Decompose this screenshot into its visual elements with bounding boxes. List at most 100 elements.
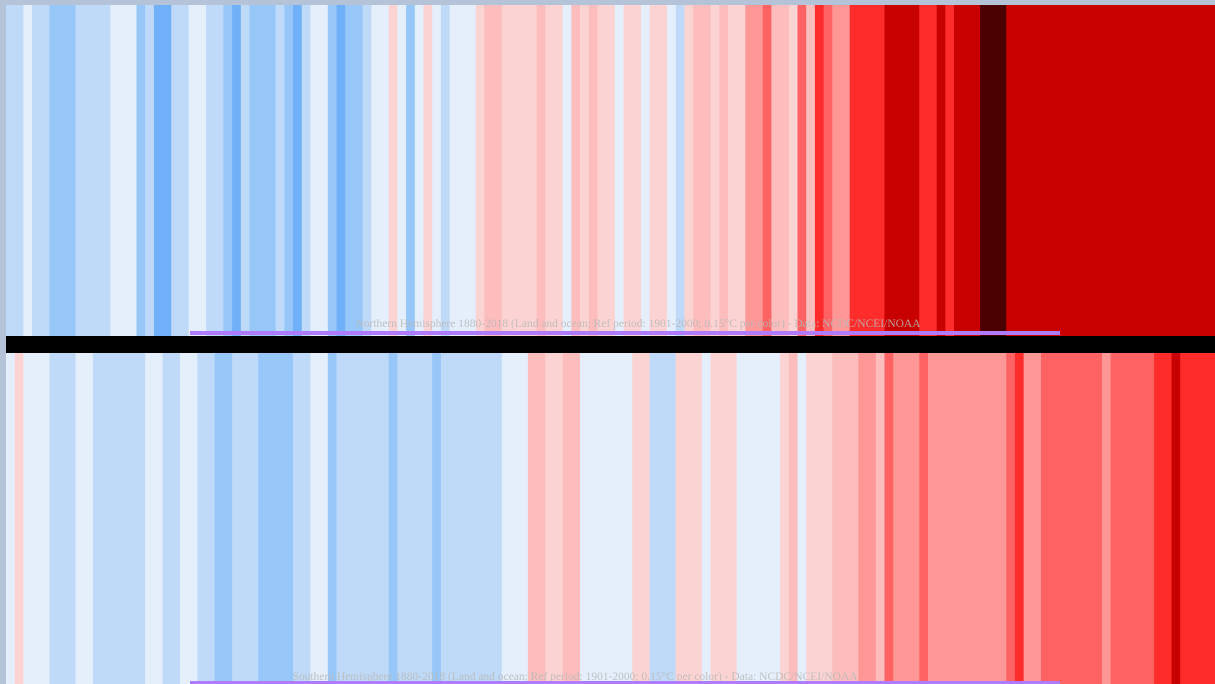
northern-stripe-1948: [597, 5, 616, 336]
northern-stripe-1903: [206, 5, 225, 336]
northern-stripe-1947: [588, 5, 599, 336]
southern-stripe-1918: [336, 353, 390, 684]
northern-stripe-1946: [580, 5, 590, 336]
southern-hemisphere-underline: [190, 681, 1060, 684]
northern-stripe-1959: [693, 5, 712, 336]
northern-stripe-1981: [884, 5, 920, 336]
southern-stripe-1890: [92, 353, 146, 684]
northern-stripe-1962: [719, 5, 729, 336]
southern-stripe-1997: [1023, 353, 1042, 684]
southern-stripe-1898: [162, 353, 181, 684]
northern-stripe-1913: [293, 5, 303, 336]
northern-stripe-1953: [640, 5, 651, 336]
southern-stripe-1946: [580, 353, 633, 684]
northern-stripe-1885: [49, 5, 77, 336]
southern-stripe-1944: [562, 353, 581, 684]
northern-stripe-1967: [762, 5, 773, 336]
southern-stripe-1980: [875, 353, 886, 684]
northern-stripe-1925: [397, 5, 407, 336]
northern-stripe-1919: [345, 5, 364, 336]
northern-stripe-1961: [710, 5, 720, 336]
northern-stripe-1972: [806, 5, 816, 336]
northern-stripe-1914: [301, 5, 312, 336]
northern-stripe-1880: [6, 5, 24, 336]
northern-stripe-1963: [727, 5, 746, 336]
southern-hemisphere-stripes: [6, 353, 1215, 684]
southern-stripe-1954: [649, 353, 677, 684]
northern-stripe-1988: [945, 5, 955, 336]
northern-stripe-1895: [136, 5, 146, 336]
northern-stripe-1927: [414, 5, 425, 336]
southern-stripe-1937: [501, 353, 529, 684]
southern-stripe-1961: [710, 353, 738, 684]
northern-stripe-1935: [484, 5, 503, 336]
northern-stripe-1945: [571, 5, 581, 336]
northern-stripe-1954: [649, 5, 668, 336]
southern-stripe-1881: [14, 353, 24, 684]
northern-stripe-1929: [432, 5, 442, 336]
southern-stripe-1880: [6, 353, 16, 684]
northern-stripe-1989: [954, 5, 981, 336]
southern-stripe-1906: [232, 353, 259, 684]
northern-stripe-1937: [501, 5, 538, 336]
southern-stripe-2007: [1110, 353, 1155, 684]
southern-stripe-1925: [397, 353, 433, 684]
northern-stripe-1896: [145, 5, 155, 336]
southern-stripe-1985: [919, 353, 929, 684]
southern-stripe-1888: [75, 353, 94, 684]
northern-stripe-1957: [675, 5, 686, 336]
northern-stripe-1956: [667, 5, 677, 336]
northern-stripe-1995: [1006, 5, 1215, 336]
northern-hemisphere-caption: Northern Hemisphere 1880-2018 (Land and …: [355, 318, 921, 330]
southern-stripe-1896: [145, 353, 164, 684]
northern-stripe-1942: [545, 5, 564, 336]
southern-stripe-1902: [197, 353, 216, 684]
southern-stripe-1975: [832, 353, 859, 684]
southern-stripe-2015: [1180, 353, 1215, 684]
northern-hemisphere-underline: [190, 331, 1060, 335]
southern-stripe-1924: [388, 353, 399, 684]
northern-stripe-1907: [240, 5, 251, 336]
southern-stripe-1904: [214, 353, 233, 684]
northern-stripe-1882: [23, 5, 33, 336]
northern-stripe-1971: [797, 5, 807, 336]
southern-stripe-1999: [1041, 353, 1103, 684]
southern-stripe-1971: [797, 353, 807, 684]
northern-stripe-1917: [327, 5, 338, 336]
northern-stripe-1899: [171, 5, 190, 336]
northern-stripe-1892: [110, 5, 138, 336]
northern-stripe-1908: [249, 5, 277, 336]
southern-stripe-1996: [1014, 353, 1025, 684]
northern-stripe-1888: [75, 5, 111, 336]
northern-stripe-1975: [832, 5, 851, 336]
southern-stripe-2014: [1171, 353, 1181, 684]
northern-stripe-1985: [919, 5, 938, 336]
northern-stripe-1926: [406, 5, 416, 336]
northern-stripe-1915: [310, 5, 329, 336]
northern-stripe-1912: [284, 5, 294, 336]
southern-stripe-1969: [780, 353, 790, 684]
northern-stripe-1930: [440, 5, 451, 336]
northern-hemisphere-stripes: [6, 5, 1215, 336]
northern-stripe-1941: [536, 5, 546, 336]
southern-stripe-1952: [632, 353, 651, 684]
southern-stripe-1940: [527, 353, 546, 684]
northern-stripe-1901: [188, 5, 207, 336]
northern-stripe-1921: [362, 5, 372, 336]
northern-stripe-1944: [562, 5, 572, 336]
southern-stripe-1882: [23, 353, 51, 684]
southern-stripe-1960: [701, 353, 712, 684]
southern-stripe-2006: [1101, 353, 1112, 684]
southern-stripe-1995: [1006, 353, 1016, 684]
northern-stripe-1922: [371, 5, 390, 336]
southern-stripe-1982: [893, 353, 920, 684]
northern-stripe-1974: [823, 5, 833, 336]
northern-stripe-1883: [32, 5, 51, 336]
southern-stripe-1964: [736, 353, 781, 684]
northern-stripe-1934: [475, 5, 485, 336]
northern-stripe-1924: [388, 5, 399, 336]
northern-stripe-1928: [423, 5, 433, 336]
northern-stripe-1992: [980, 5, 1007, 336]
northern-stripe-1951: [623, 5, 642, 336]
northern-stripe-1911: [275, 5, 285, 336]
